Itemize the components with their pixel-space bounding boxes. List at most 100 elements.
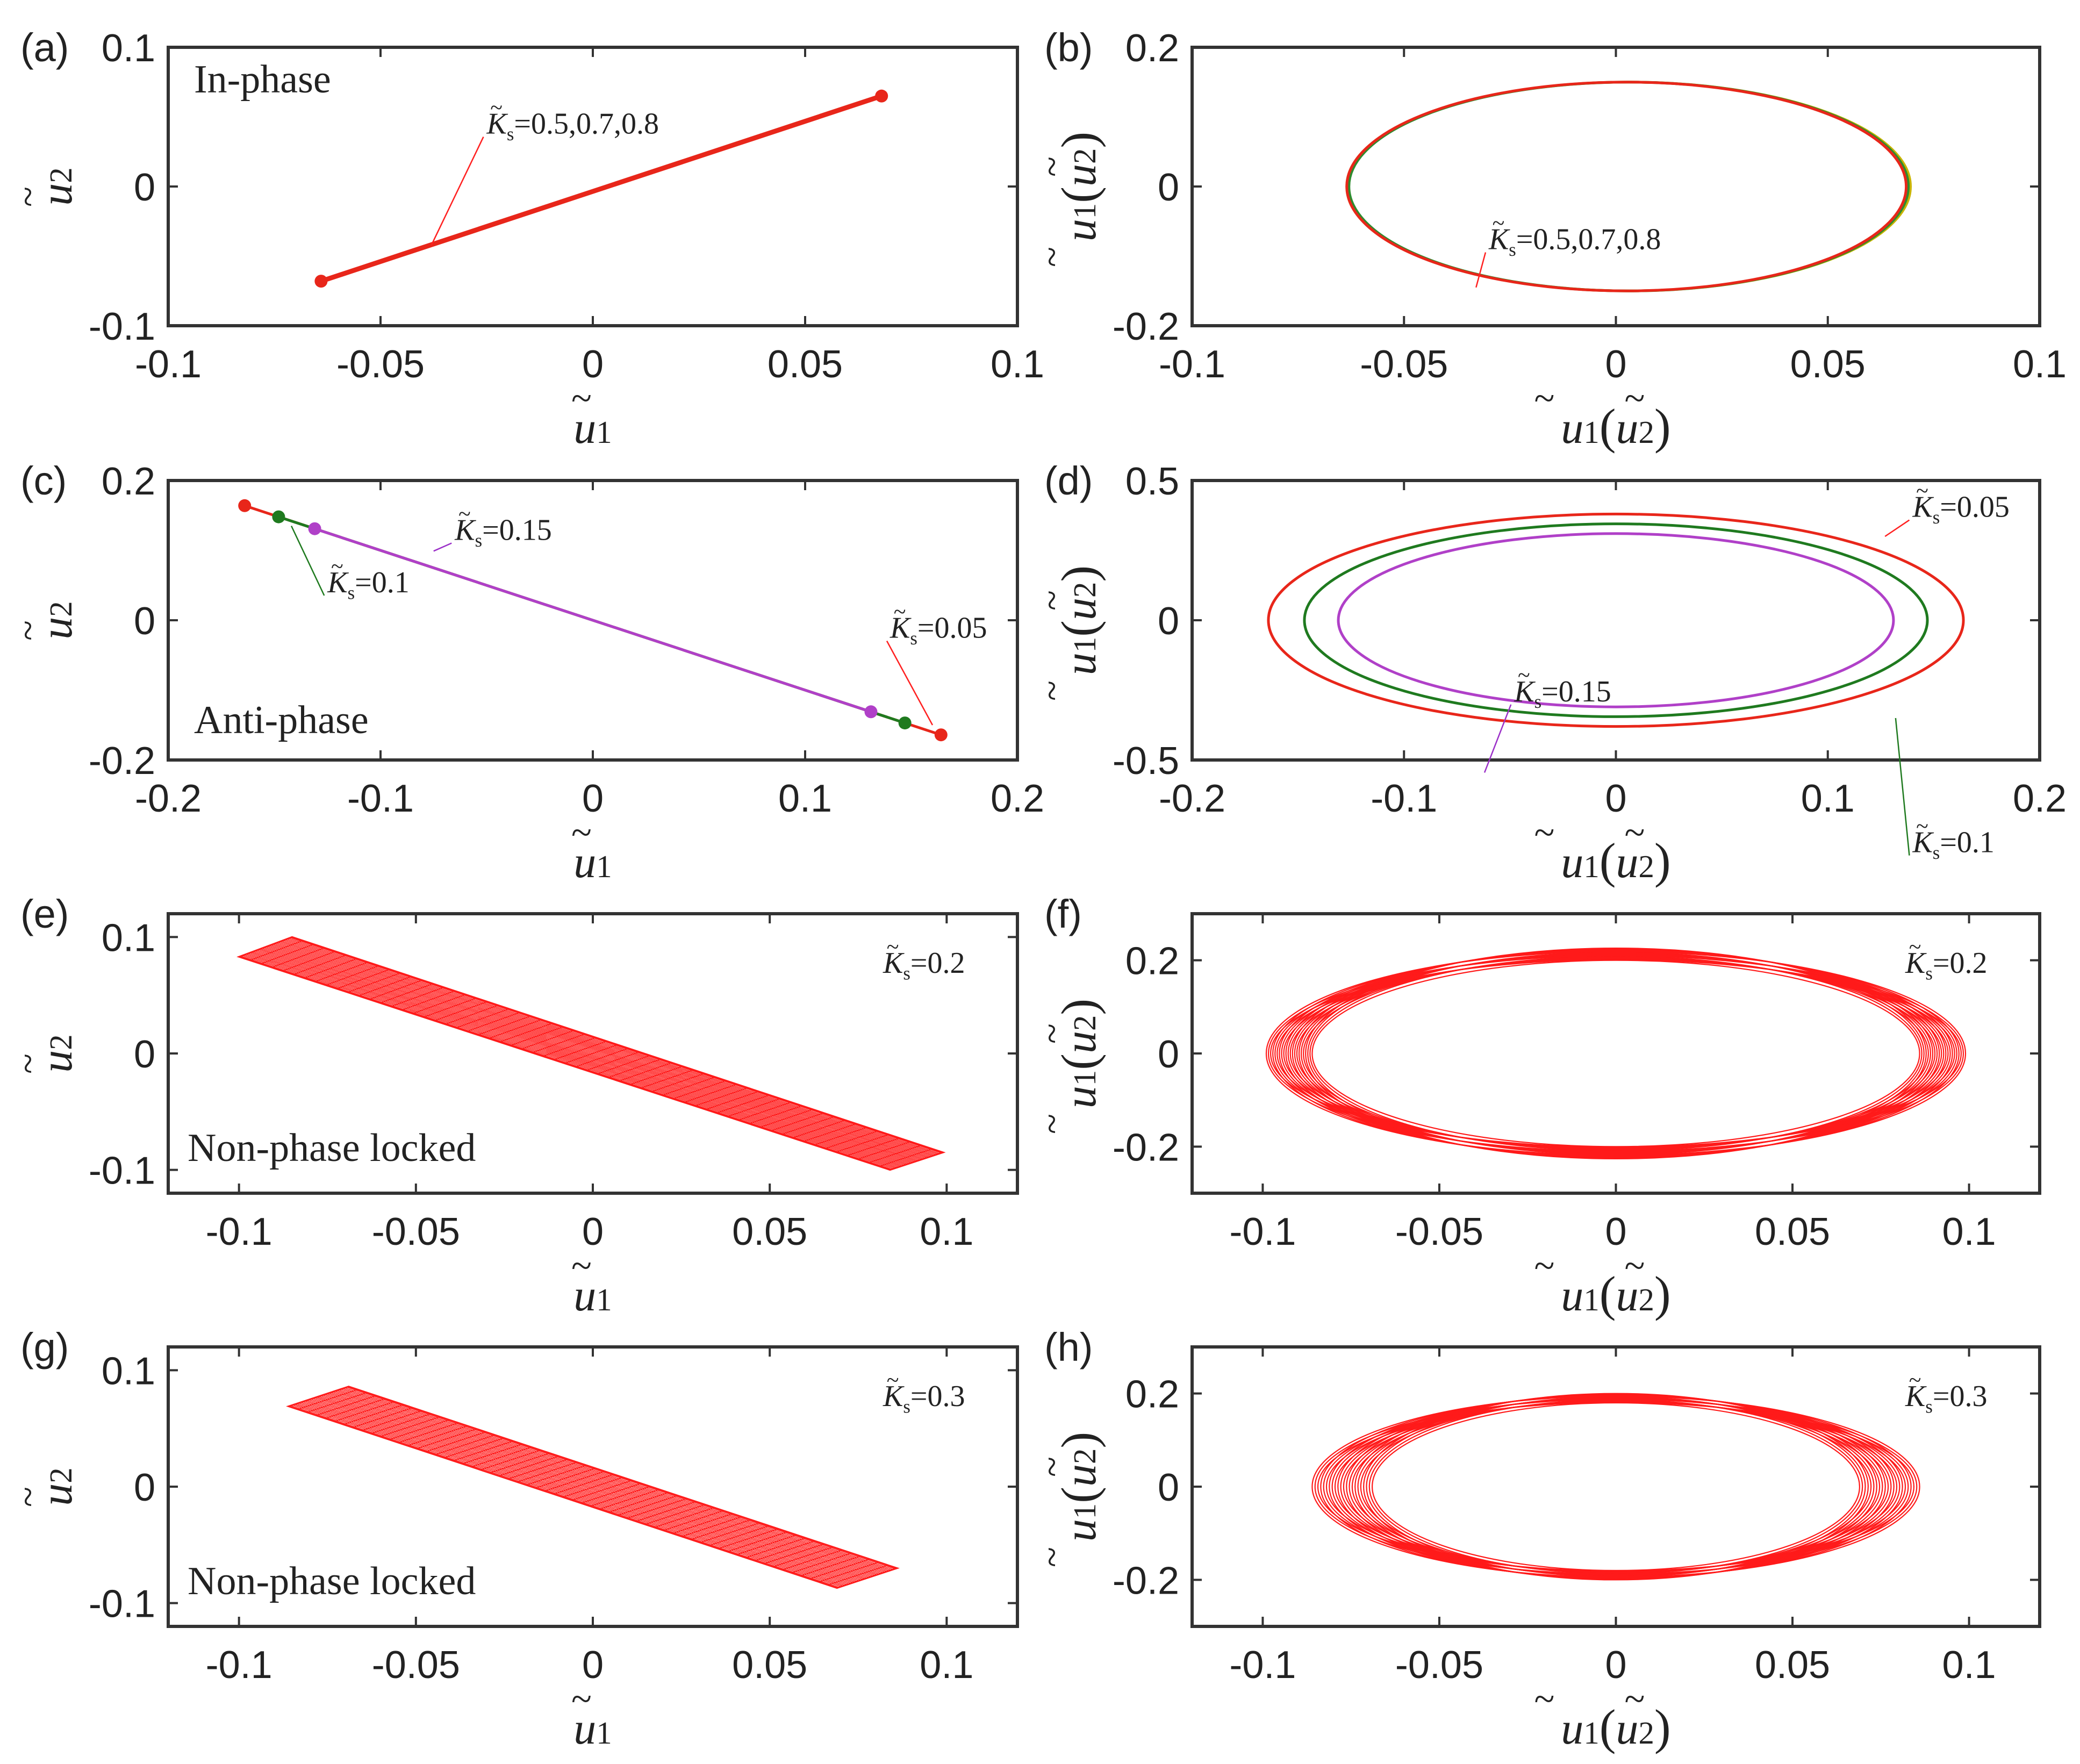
x-tick-label: 0 <box>582 343 604 386</box>
series-trace <box>654 1507 715 1528</box>
series-trace <box>370 1413 432 1434</box>
x-tick-label: 0 <box>1605 343 1626 386</box>
series-trace <box>444 1005 499 1025</box>
x-tick-label: 0 <box>582 1644 604 1687</box>
annotation-leader <box>1884 519 1910 537</box>
panel-a: -0.1 -0.05 0 0.05 0.1-0.100.1(a)u1~u2~In-pha… <box>8 25 1044 453</box>
x-tick-label: 0.1 <box>2013 343 2067 386</box>
x-tick-label: 0.05 <box>768 343 843 386</box>
series-trace <box>271 947 325 968</box>
x-tick-label: 0.1 <box>1801 777 1855 820</box>
series-trace <box>358 976 412 996</box>
series-trace <box>681 1516 742 1537</box>
series-trace <box>672 1080 727 1100</box>
annotation-text: Ks=0.05 <box>890 612 987 649</box>
x-tick-label: 0.1 <box>1942 1644 1996 1687</box>
x-tick-label: 0.1 <box>920 1644 973 1687</box>
axis-label-text: u1 <box>573 837 612 887</box>
series-outline <box>286 1386 900 1589</box>
series-trace <box>434 1435 496 1455</box>
y-tick-label: -0.1 <box>89 1583 155 1626</box>
tilde-mark: ~ <box>1031 1023 1073 1044</box>
y-tick-label: 0.5 <box>1125 460 1179 503</box>
y-tick-label: 0 <box>1158 166 1179 209</box>
series-orbit <box>1314 1399 1918 1575</box>
series-orbit <box>1337 532 1895 708</box>
plot-area <box>1267 512 1965 728</box>
axis-label-text: u2 <box>32 1467 82 1505</box>
series-orbit <box>1265 951 1967 1156</box>
corner-label: Ks=0.3~ <box>1905 1368 1987 1417</box>
series-trace <box>619 1062 672 1082</box>
x-tick-label: -0.05 <box>1395 1210 1483 1253</box>
axis-label-text: u1 <box>573 403 612 453</box>
annotation-leader <box>431 137 484 246</box>
series-endpoint <box>238 499 252 512</box>
series-trace <box>781 1116 835 1135</box>
axis-label-text: u1(u2) <box>1051 132 1106 241</box>
x-tick-label: 0.05 <box>1790 343 1866 386</box>
series-trace <box>416 1428 477 1450</box>
annotation-text: Ks=0.3 <box>1905 1380 1987 1417</box>
series-trace <box>716 1094 770 1114</box>
series-trace <box>663 1510 724 1531</box>
series-trace <box>488 1019 542 1039</box>
series-trace <box>745 1537 806 1558</box>
series-trace <box>498 1455 560 1476</box>
series-trace <box>526 1465 587 1486</box>
y-tick-label: 0.1 <box>102 27 155 70</box>
series-trace <box>453 1440 514 1461</box>
annotation-leader <box>433 542 452 552</box>
tilde-mark: ~ <box>1625 1245 1645 1287</box>
series-orbit-family <box>1311 1393 1920 1581</box>
x-tick-label: -0.05 <box>336 343 425 386</box>
series-trace <box>571 1480 633 1501</box>
series-trace <box>818 1561 879 1582</box>
axis-label-text: u2 <box>32 1034 82 1072</box>
series-trace <box>535 1468 596 1489</box>
y-tick-label: 0 <box>1158 1033 1179 1076</box>
panel-label: (f) <box>1044 892 1082 936</box>
x-tick-label: -0.1 <box>347 777 414 820</box>
tilde-mark: ~ <box>1031 1114 1073 1134</box>
series-endpoint <box>875 89 888 103</box>
series-orbit <box>1270 959 1962 1148</box>
x-tick-label: -0.2 <box>135 777 202 820</box>
tilde-mark: ~ <box>894 600 906 625</box>
plot-area <box>1345 81 1912 292</box>
y-tick-label: 0 <box>134 1466 155 1509</box>
annotation: Ks=0.15~ <box>454 502 551 551</box>
y-tick-label: 0 <box>1158 1466 1179 1509</box>
y-axis-label: u2~ <box>8 1034 82 1074</box>
series-trace <box>423 998 477 1018</box>
series-trace <box>792 1120 846 1138</box>
annotation-text: Ks=0.05 <box>1912 491 2009 528</box>
axis-label-text: u1(u2) <box>1561 1700 1670 1754</box>
tilde-mark: ~ <box>8 1053 49 1074</box>
series-trace <box>334 1401 395 1422</box>
x-tick-label: 0.05 <box>732 1210 807 1253</box>
axes-box <box>1190 46 2041 327</box>
panel-c: -0.2 -0.1 0 0.1 0.2-0.200.2(c)u1~u2~Anti-pha… <box>8 458 1044 887</box>
x-axis-label: u1~ <box>571 1245 612 1321</box>
y-tick-label: 0 <box>1158 600 1179 643</box>
series-trace <box>412 994 466 1014</box>
series-trace <box>352 1407 413 1428</box>
x-tick-label: 0 <box>1605 777 1626 820</box>
series-trace <box>857 1141 911 1160</box>
series-trace <box>672 1513 733 1534</box>
y-axis-label: u1(u2)~~ <box>1031 1432 1106 1567</box>
series-trace <box>736 1534 797 1555</box>
series-trace <box>456 1008 510 1029</box>
series-trace <box>434 1001 488 1021</box>
series-trace <box>553 1041 607 1060</box>
tilde-mark: ~ <box>8 187 49 207</box>
x-tick-label: 0 <box>582 777 604 820</box>
series-trace <box>718 1528 779 1550</box>
series-trace <box>562 1476 623 1498</box>
series-trace <box>379 1416 441 1437</box>
panel-label: (d) <box>1044 458 1093 503</box>
y-axis-label: u1(u2)~~ <box>1031 565 1106 701</box>
panel-label: (h) <box>1044 1325 1093 1369</box>
